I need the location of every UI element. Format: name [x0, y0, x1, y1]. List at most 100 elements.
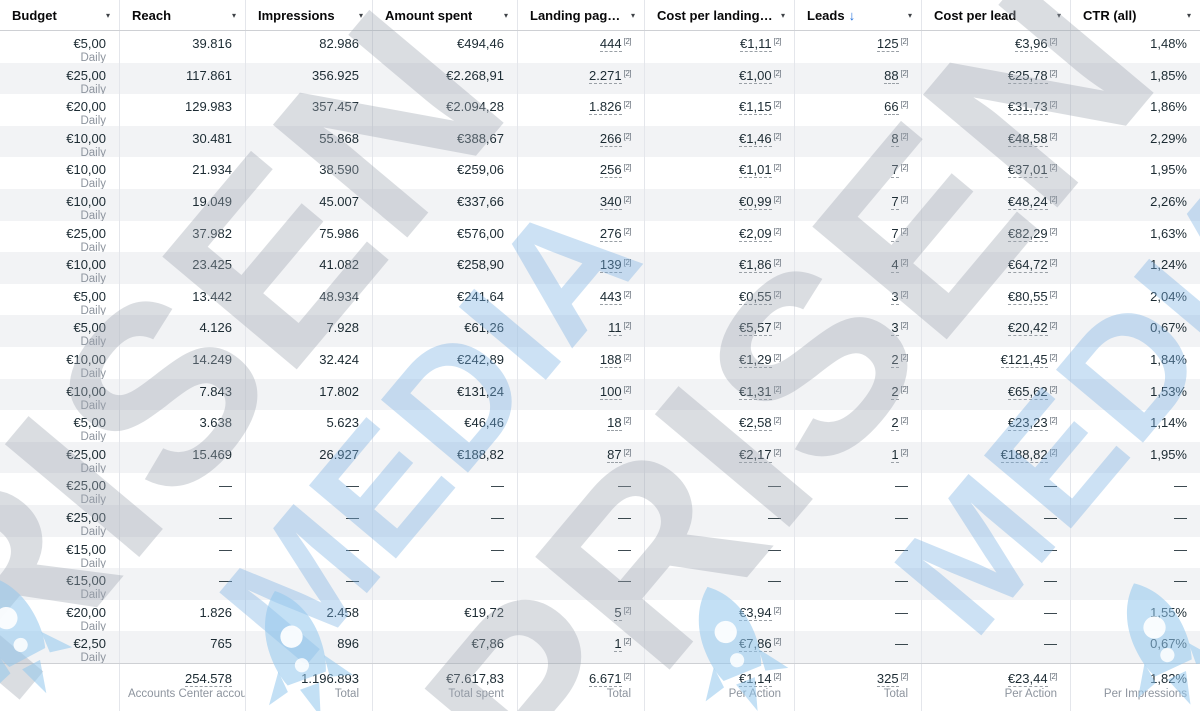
- cell-value[interactable]: €31,73: [1007, 99, 1048, 116]
- cell-value: —: [895, 509, 908, 525]
- cell-value[interactable]: €0,55: [739, 288, 772, 305]
- cell-value[interactable]: 87: [607, 446, 622, 463]
- chevron-down-icon[interactable]: ▾: [1186, 10, 1191, 20]
- footnote-marker: [2]: [900, 321, 909, 331]
- cell-value: €10,00: [66, 351, 106, 367]
- cell-value[interactable]: 8: [891, 130, 899, 147]
- total-value[interactable]: 254.578: [185, 670, 232, 687]
- cell-value[interactable]: 2: [891, 415, 899, 432]
- cell-value[interactable]: 7: [891, 162, 899, 179]
- column-header-ctr[interactable]: CTR (all) ▾: [1071, 0, 1200, 30]
- cell-value: €494,46: [457, 36, 504, 51]
- cell-value[interactable]: €80,55: [1007, 288, 1048, 305]
- cell-value[interactable]: 100: [599, 383, 622, 400]
- column-header-spent[interactable]: Amount spent ▾: [373, 0, 518, 30]
- cell-value[interactable]: €48,24: [1007, 193, 1048, 210]
- cell-value[interactable]: 266: [599, 130, 622, 147]
- cell-value: 357.457: [312, 99, 359, 115]
- cell-value[interactable]: 18: [607, 415, 622, 432]
- cell-impressions: 38.590: [246, 157, 373, 189]
- cell-value[interactable]: 3: [891, 320, 899, 337]
- column-header-budget[interactable]: Budget ▾: [0, 0, 120, 30]
- cell-value[interactable]: 66: [884, 99, 899, 116]
- cell-value[interactable]: €48,58: [1007, 130, 1048, 147]
- cell-value[interactable]: €188,82: [1000, 446, 1048, 463]
- cell-value[interactable]: 4: [891, 257, 899, 274]
- cell-value[interactable]: 444: [599, 36, 622, 52]
- cell-value[interactable]: €1,46: [739, 130, 772, 147]
- cell-cpl: €23,23 [2]: [922, 410, 1071, 442]
- cell-spent: —: [373, 536, 518, 569]
- cell-value[interactable]: €2,58: [739, 415, 772, 432]
- column-header-cpl[interactable]: Cost per lead ▾: [922, 0, 1071, 30]
- column-header-impressions[interactable]: Impressions ▾: [246, 0, 373, 30]
- chevron-down-icon[interactable]: ▾: [780, 10, 785, 20]
- cell-impressions: 17.802: [246, 378, 373, 411]
- cell-value[interactable]: €1,31: [739, 383, 772, 400]
- cell-value[interactable]: 1.826: [589, 99, 622, 116]
- cell-value[interactable]: 443: [599, 288, 622, 305]
- column-header-cplpv[interactable]: Cost per landing page view ▾: [645, 0, 795, 30]
- column-header-leads[interactable]: Leads ↓ ▾: [795, 0, 922, 30]
- cell-value[interactable]: 188: [599, 351, 622, 368]
- cell-value[interactable]: 1: [614, 636, 622, 653]
- cell-value[interactable]: €64,72: [1007, 257, 1048, 274]
- cell-value[interactable]: 88: [884, 67, 899, 84]
- cell-value[interactable]: 256: [599, 162, 622, 179]
- cell-value[interactable]: €25,78: [1007, 67, 1048, 84]
- chevron-down-icon[interactable]: ▾: [231, 10, 236, 20]
- total-value[interactable]: €23,44: [1007, 670, 1048, 687]
- chevron-down-icon[interactable]: ▾: [1056, 10, 1061, 20]
- cell-value[interactable]: 139: [599, 257, 622, 274]
- cell-value[interactable]: 7: [891, 225, 899, 242]
- cell-value[interactable]: €1,86: [739, 257, 772, 274]
- cell-value: 82.986: [319, 36, 359, 51]
- cell-value[interactable]: 2: [891, 383, 899, 400]
- cell-value[interactable]: €7,86: [739, 636, 772, 653]
- cell-value: 19.049: [192, 193, 232, 209]
- cell-value[interactable]: 3: [891, 288, 899, 305]
- column-header-reach[interactable]: Reach ▾: [120, 0, 246, 30]
- cell-reach: 13.442: [120, 283, 246, 316]
- cell-value[interactable]: €1,15: [739, 99, 772, 116]
- cell-value[interactable]: €2,09: [739, 225, 772, 242]
- cell-value: 5.623: [326, 415, 359, 431]
- total-value[interactable]: 325: [876, 670, 899, 687]
- chevron-down-icon[interactable]: ▾: [105, 10, 110, 20]
- cell-value[interactable]: €121,45: [1000, 351, 1048, 368]
- cell-value[interactable]: €23,23: [1007, 415, 1048, 432]
- cell-value[interactable]: €82,29: [1007, 225, 1048, 242]
- cell-value[interactable]: €1,29: [739, 351, 772, 368]
- chevron-down-icon[interactable]: ▾: [503, 10, 508, 20]
- cell-value[interactable]: €2,17: [739, 446, 772, 463]
- chevron-down-icon[interactable]: ▾: [907, 10, 912, 20]
- column-header-lpv[interactable]: Landing page views ▾: [518, 0, 645, 30]
- cell-value[interactable]: 5: [614, 604, 622, 621]
- cell-value[interactable]: 7: [891, 193, 899, 210]
- total-value[interactable]: €1,14: [739, 670, 772, 687]
- cell-value[interactable]: 276: [599, 225, 622, 242]
- cell-value[interactable]: €3,94: [739, 604, 772, 621]
- cell-value[interactable]: €37,01: [1007, 162, 1048, 179]
- total-value[interactable]: 6.671: [589, 670, 622, 687]
- cell-value[interactable]: €3,96: [1015, 36, 1048, 52]
- cell-value[interactable]: €1,11: [740, 36, 772, 52]
- cell-value[interactable]: €65,62: [1007, 383, 1048, 400]
- cell-value[interactable]: 125: [876, 36, 899, 52]
- cell-value[interactable]: 1: [891, 446, 899, 463]
- chevron-down-icon[interactable]: ▾: [630, 10, 635, 20]
- cell-value[interactable]: €1,00: [739, 67, 772, 84]
- cell-value[interactable]: €5,57: [739, 320, 772, 337]
- cell-value[interactable]: €0,99: [739, 193, 772, 210]
- cell-value[interactable]: €1,01: [739, 162, 772, 179]
- cell-value[interactable]: 2: [891, 351, 899, 368]
- chevron-down-icon[interactable]: ▾: [358, 10, 363, 20]
- cell-cplpv: €1,31 [2]: [645, 378, 795, 411]
- cell-value[interactable]: 340: [599, 193, 622, 210]
- footnote-marker: [2]: [623, 384, 632, 394]
- cell-value[interactable]: €20,42: [1007, 320, 1048, 337]
- cell-value[interactable]: 11: [608, 320, 622, 337]
- cell-value[interactable]: 2.271: [589, 67, 622, 84]
- cell-value: €15,00: [66, 541, 106, 557]
